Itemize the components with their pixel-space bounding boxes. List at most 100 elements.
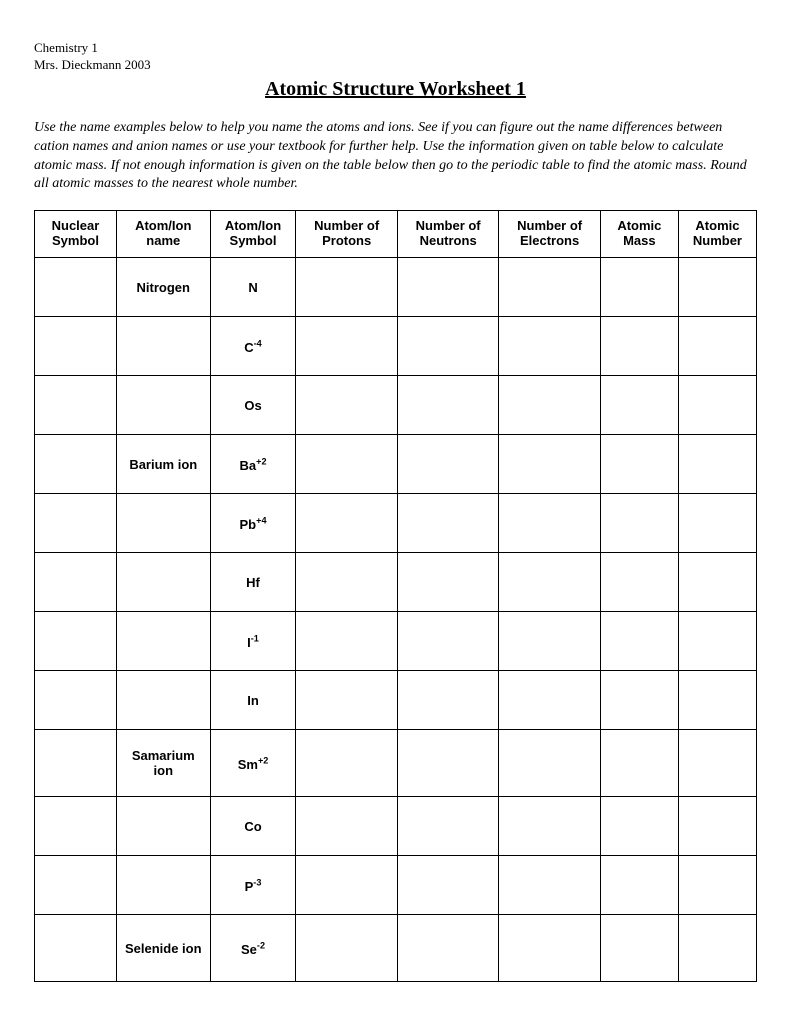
cell-protons bbox=[296, 376, 397, 435]
cell-atom-ion-symbol: Sm+2 bbox=[210, 730, 296, 797]
course-label: Chemistry 1 bbox=[34, 40, 757, 57]
cell-nuclear-symbol bbox=[35, 612, 117, 671]
cell-atom-ion-symbol: P-3 bbox=[210, 856, 296, 915]
cell-electrons bbox=[499, 730, 600, 797]
cell-electrons bbox=[499, 494, 600, 553]
cell-atomic-number bbox=[678, 797, 756, 856]
cell-neutrons bbox=[397, 671, 498, 730]
th-protons: Number of Protons bbox=[296, 211, 397, 258]
cell-neutrons bbox=[397, 435, 498, 494]
cell-atomic-number bbox=[678, 376, 756, 435]
th-atomic-mass: Atomic Mass bbox=[600, 211, 678, 258]
cell-neutrons bbox=[397, 494, 498, 553]
cell-electrons bbox=[499, 797, 600, 856]
cell-atomic-mass bbox=[600, 856, 678, 915]
cell-atom-ion-name: Barium ion bbox=[116, 435, 210, 494]
table-row: I-1 bbox=[35, 612, 757, 671]
cell-atomic-mass bbox=[600, 797, 678, 856]
cell-nuclear-symbol bbox=[35, 797, 117, 856]
table-row: Pb+4 bbox=[35, 494, 757, 553]
cell-nuclear-symbol bbox=[35, 553, 117, 612]
cell-atomic-number bbox=[678, 915, 756, 982]
cell-atom-ion-symbol: Os bbox=[210, 376, 296, 435]
table-row: Co bbox=[35, 797, 757, 856]
cell-protons bbox=[296, 435, 397, 494]
cell-atomic-number bbox=[678, 317, 756, 376]
cell-nuclear-symbol bbox=[35, 730, 117, 797]
th-electrons: Number of Electrons bbox=[499, 211, 600, 258]
cell-atom-ion-name bbox=[116, 376, 210, 435]
cell-neutrons bbox=[397, 915, 498, 982]
cell-neutrons bbox=[397, 730, 498, 797]
cell-atom-ion-name bbox=[116, 612, 210, 671]
cell-atom-ion-symbol: Co bbox=[210, 797, 296, 856]
cell-atomic-number bbox=[678, 258, 756, 317]
cell-atomic-mass bbox=[600, 317, 678, 376]
cell-atom-ion-name bbox=[116, 317, 210, 376]
cell-atom-ion-symbol: Ba+2 bbox=[210, 435, 296, 494]
teacher-label: Mrs. Dieckmann 2003 bbox=[34, 57, 757, 74]
cell-atomic-mass bbox=[600, 258, 678, 317]
cell-nuclear-symbol bbox=[35, 494, 117, 553]
cell-atom-ion-symbol: I-1 bbox=[210, 612, 296, 671]
cell-protons bbox=[296, 856, 397, 915]
cell-electrons bbox=[499, 317, 600, 376]
cell-protons bbox=[296, 797, 397, 856]
cell-protons bbox=[296, 612, 397, 671]
cell-atom-ion-name bbox=[116, 494, 210, 553]
cell-atomic-mass bbox=[600, 376, 678, 435]
cell-neutrons bbox=[397, 612, 498, 671]
cell-atom-ion-name bbox=[116, 553, 210, 612]
cell-atom-ion-name: Selenide ion bbox=[116, 915, 210, 982]
cell-atom-ion-name bbox=[116, 671, 210, 730]
table-body: NitrogenNC-4OsBarium ionBa+2Pb+4HfI-1InS… bbox=[35, 258, 757, 982]
cell-neutrons bbox=[397, 856, 498, 915]
cell-electrons bbox=[499, 258, 600, 317]
cell-neutrons bbox=[397, 553, 498, 612]
cell-nuclear-symbol bbox=[35, 856, 117, 915]
cell-atomic-number bbox=[678, 435, 756, 494]
cell-protons bbox=[296, 258, 397, 317]
page-title: Atomic Structure Worksheet 1 bbox=[34, 78, 757, 101]
table-row: In bbox=[35, 671, 757, 730]
cell-atom-ion-symbol: C-4 bbox=[210, 317, 296, 376]
cell-nuclear-symbol bbox=[35, 376, 117, 435]
cell-neutrons bbox=[397, 317, 498, 376]
instructions-text: Use the name examples below to help you … bbox=[34, 119, 757, 195]
cell-atomic-number bbox=[678, 553, 756, 612]
table-row: Barium ionBa+2 bbox=[35, 435, 757, 494]
cell-atom-ion-name bbox=[116, 856, 210, 915]
cell-protons bbox=[296, 671, 397, 730]
cell-electrons bbox=[499, 671, 600, 730]
cell-electrons bbox=[499, 915, 600, 982]
cell-atomic-mass bbox=[600, 612, 678, 671]
cell-electrons bbox=[499, 612, 600, 671]
cell-nuclear-symbol bbox=[35, 915, 117, 982]
cell-atom-ion-symbol: Se-2 bbox=[210, 915, 296, 982]
table-row: P-3 bbox=[35, 856, 757, 915]
th-nuclear-symbol: Nuclear Symbol bbox=[35, 211, 117, 258]
cell-protons bbox=[296, 317, 397, 376]
table-row: Os bbox=[35, 376, 757, 435]
cell-atomic-number bbox=[678, 612, 756, 671]
table-row: NitrogenN bbox=[35, 258, 757, 317]
th-atomic-number: Atomic Number bbox=[678, 211, 756, 258]
table-row: Samarium ionSm+2 bbox=[35, 730, 757, 797]
th-atom-ion-symbol: Atom/Ion Symbol bbox=[210, 211, 296, 258]
cell-atomic-mass bbox=[600, 730, 678, 797]
cell-neutrons bbox=[397, 376, 498, 435]
cell-nuclear-symbol bbox=[35, 671, 117, 730]
cell-electrons bbox=[499, 435, 600, 494]
table-row: Hf bbox=[35, 553, 757, 612]
cell-nuclear-symbol bbox=[35, 317, 117, 376]
cell-atomic-mass bbox=[600, 494, 678, 553]
cell-protons bbox=[296, 553, 397, 612]
cell-atomic-mass bbox=[600, 671, 678, 730]
cell-atom-ion-name: Nitrogen bbox=[116, 258, 210, 317]
worksheet-table: Nuclear Symbol Atom/Ion name Atom/Ion Sy… bbox=[34, 210, 757, 982]
cell-protons bbox=[296, 915, 397, 982]
cell-atom-ion-symbol: N bbox=[210, 258, 296, 317]
cell-atom-ion-symbol: In bbox=[210, 671, 296, 730]
cell-neutrons bbox=[397, 797, 498, 856]
cell-nuclear-symbol bbox=[35, 258, 117, 317]
